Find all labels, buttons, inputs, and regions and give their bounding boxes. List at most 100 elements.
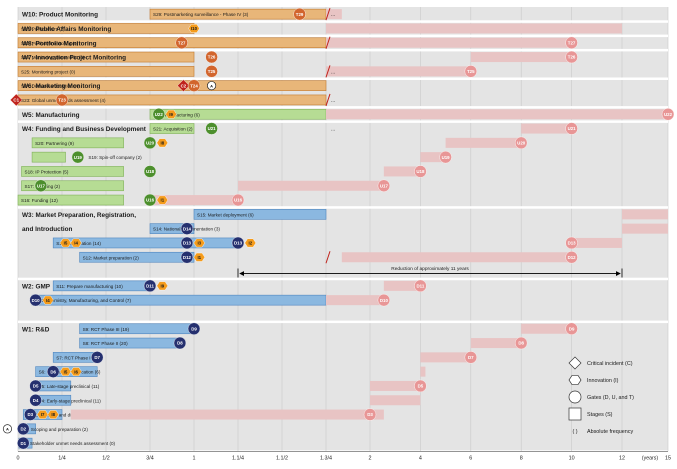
stage-bar-8 — [17, 66, 195, 77]
innovation-label: I3 — [197, 241, 201, 246]
innovation-label: I1 — [160, 198, 164, 203]
innovation-marker-14 — [165, 109, 177, 119]
stage-label: S9: RCT Phase III (19) — [83, 327, 130, 332]
duration-bar-45 — [420, 366, 426, 377]
stage-bar-18 — [31, 151, 66, 163]
gate-marker-30 — [180, 222, 194, 235]
workstream-title: W10: Product Monitoring — [22, 12, 98, 19]
gate-label: U16 — [146, 198, 155, 203]
stage-label: S3: Exploration and discovery (14) — [26, 413, 97, 418]
innovation-label: I9 — [169, 112, 173, 117]
gate-label: D12 — [183, 255, 192, 260]
gate-marker-62 — [363, 408, 377, 421]
gate-label: D12 — [568, 255, 577, 260]
stage-label: S18: IP Protection (5) — [25, 169, 69, 174]
gate-marker-56 — [29, 379, 42, 393]
innovation-label: I8 — [51, 412, 55, 417]
innovation-marker-61 — [47, 410, 59, 419]
stage-label: S26: Public affairs (2) — [21, 26, 65, 31]
stage-label: S27: Portfolio monitoring (0) — [21, 41, 79, 46]
workstream-title: W7: Innovation Project Monitoring — [22, 55, 126, 62]
gate-label: U22 — [155, 112, 164, 117]
stage-label: S12: Market preparation (2) — [83, 255, 140, 260]
workstream-title: and Introduction — [22, 226, 73, 233]
gate-label: U16 — [234, 198, 243, 203]
stage-bar-20 — [21, 166, 124, 177]
connector-label: A — [210, 83, 213, 88]
duration-bar-35 — [383, 280, 421, 291]
stage-label: S10: Chemistry, Manufacturing, and Contr… — [35, 298, 131, 303]
axis-break-mark-1 — [325, 36, 331, 49]
gate-marker-46 — [377, 293, 391, 307]
gate-marker-7 — [464, 65, 477, 78]
duration-bar-19 — [420, 152, 446, 163]
stage-label: S16: Funding (12) — [21, 198, 58, 203]
innovation-label: I6 — [74, 369, 78, 374]
innovation-label: I4 — [74, 241, 78, 246]
group-separator-6 — [18, 206, 668, 209]
workstream-title: W3: Market Preparation, Registration, — [22, 212, 136, 219]
duration-bar-43 — [420, 352, 471, 363]
gate-label: U20 — [517, 140, 526, 145]
stage-label: S8: RCT Phase II (20) — [83, 341, 129, 346]
continuation-ellipsis: ... — [331, 98, 335, 104]
innovation-marker-45 — [42, 295, 54, 305]
gate-marker-12 — [55, 93, 69, 107]
group-separator-1 — [18, 34, 668, 38]
gate-label: T27 — [178, 40, 186, 45]
gate-label: D3 — [367, 412, 373, 417]
stage-bar-22 — [21, 180, 124, 192]
axis-tick-label: 15 — [665, 455, 671, 461]
workstream-title: W4: Funding and Business Development — [22, 126, 147, 133]
workstream-title: W8: Portfolio Monitoring — [22, 40, 97, 47]
gate-label: T25 — [467, 69, 475, 74]
gate-marker-15 — [661, 108, 675, 121]
duration-bar-15 — [521, 123, 572, 134]
legend-label: Absolute frequency — [587, 429, 633, 435]
gate-label: D10 — [380, 298, 389, 303]
gate-marker-0 — [293, 7, 306, 21]
gate-label: T29 — [296, 12, 304, 17]
workstream-title: W6: Marketing Monitoring — [22, 83, 101, 90]
gate-label: T26 — [568, 55, 576, 60]
gate-marker-58 — [29, 394, 42, 407]
duration-bar-21 — [383, 166, 421, 177]
innovation-marker-60 — [36, 410, 49, 419]
stage-bar-14 — [149, 123, 195, 134]
gate-label: U19 — [74, 155, 83, 160]
stage-bar-26 — [193, 209, 327, 220]
gate-marker-3 — [565, 36, 578, 49]
gate-marker-65 — [17, 436, 30, 450]
gate-marker-51 — [90, 351, 104, 364]
innovation-label: I1 — [197, 255, 201, 260]
stage-label: S28: Monitoring partnership (0) — [21, 55, 85, 60]
innovation-marker-1 — [188, 24, 200, 33]
stage-label: S7: RCT Phase I (21) — [56, 355, 100, 360]
duration-bar-41 — [470, 338, 522, 349]
gate-marker-35 — [231, 236, 245, 250]
axis-break-mark-3 — [325, 93, 331, 107]
duration-bar-31 — [571, 237, 622, 248]
gate-label: D5 — [418, 384, 424, 389]
stage-label: S2: Scoping and preparation (2) — [23, 427, 89, 432]
legend-diamond-icon — [568, 356, 582, 370]
group-separator-5 — [18, 120, 668, 123]
stage-label: S19: Spin-off company (2) — [88, 155, 142, 160]
gate-marker-6 — [205, 65, 218, 78]
stage-label: S5: Late-stage preclinical (11) — [39, 384, 100, 389]
duration-bar-29 — [622, 223, 668, 234]
gate-label: D7 — [94, 355, 100, 360]
gate-label: D13 — [568, 241, 577, 246]
gate-marker-44 — [29, 293, 42, 307]
axis-tick-label: 1.1/4 — [232, 455, 244, 461]
axis-tick-label: 1/4 — [58, 455, 66, 461]
axis-tick-label: 1/2 — [102, 455, 110, 461]
duration-bar-9 — [326, 66, 471, 77]
gate-label: D7 — [468, 355, 474, 360]
stage-label: S11: Prepare manufacturing (10) — [56, 284, 123, 289]
stage-bar-24 — [17, 194, 124, 206]
gate-marker-2 — [175, 36, 188, 49]
gate-label: D11 — [146, 283, 154, 288]
connector-label: A — [6, 426, 9, 431]
